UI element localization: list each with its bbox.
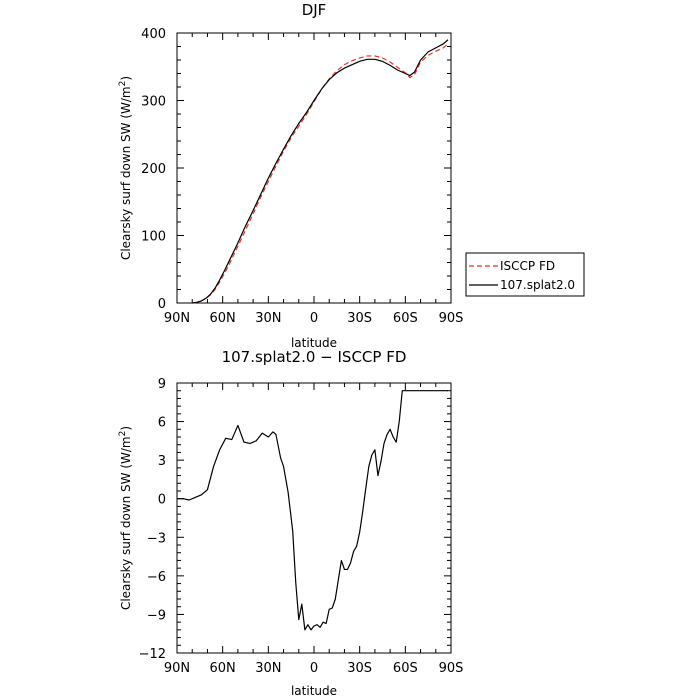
top-y-tick-label: 100 [141, 230, 166, 245]
bottom-x-tick-label: 90S [439, 661, 464, 676]
bottom-x-tick-label: 0 [310, 661, 318, 676]
bottom-y-tick-label: −9 [147, 608, 166, 623]
bottom-y-axis-label: Clearsky surf down SW (W/m2) [118, 426, 133, 610]
bottom-x-tick-label: 60N [210, 661, 236, 676]
top-y-tick-label: 200 [141, 162, 166, 177]
top-x-tick-label: 60N [210, 311, 236, 326]
top-x-axis-label: latitude [291, 336, 337, 350]
bottom-y-tick-label: 3 [158, 454, 166, 469]
top-series-line-2 [192, 39, 449, 304]
top-x-tick-label: 30S [347, 311, 372, 326]
legend-label-isccp: ISCCP FD [500, 259, 555, 273]
legend-box [465, 252, 585, 297]
bottom-x-tick-label: 90N [164, 661, 190, 676]
bottom-y-tick-label: −3 [147, 531, 166, 546]
top-y-axis-label-tail: ) [119, 76, 133, 81]
bottom-chart-title: 107.splat2.0 − ISCCP FD [222, 348, 407, 366]
bottom-x-tick-label: 30N [255, 661, 281, 676]
top-y-axis-label: Clearsky surf down SW (W/m2) [118, 76, 133, 260]
bottom-y-axis-label-tail: ) [119, 426, 133, 431]
top-x-tick-label: 60S [393, 311, 418, 326]
top-y-axis-label-sup: 2 [118, 81, 128, 87]
bottom-y-axis-label-sup: 2 [118, 431, 128, 437]
bottom-y-tick-label: −12 [139, 647, 166, 662]
bottom-plot-frame [176, 382, 452, 654]
top-y-tick-label: 400 [141, 27, 166, 42]
bottom-y-tick-label: 6 [158, 416, 166, 431]
top-x-tick-label: 90N [164, 311, 190, 326]
legend-label-model: 107.splat2.0 [500, 278, 575, 292]
top-chart-title: DJF [302, 1, 327, 19]
top-plot-frame [176, 32, 452, 304]
bottom-x-tick-label: 30S [347, 661, 372, 676]
top-y-axis-label-main: Clearsky surf down SW (W/m [119, 86, 133, 260]
top-y-tick-label: 0 [158, 297, 166, 312]
top-x-tick-label: 90S [439, 311, 464, 326]
bottom-x-axis-label: latitude [291, 684, 337, 698]
top-x-tick-label: 0 [310, 311, 318, 326]
bottom-plot: 90N 60N 30N 0 30S 60S 90S −12 −9 −6 −3 0 3 6 9 [139, 377, 464, 676]
top-plot: 90N 60N 30N 0 30S 60S 90S 0 100 200 300 400 [141, 27, 463, 326]
bottom-y-tick-label: 9 [158, 377, 166, 392]
top-y-tick-label: 300 [141, 95, 166, 110]
bottom-x-tick-label: 60S [393, 661, 418, 676]
bottom-y-axis-label-main: Clearsky surf down SW (W/m [119, 436, 133, 610]
top-series-line-1 [192, 43, 449, 304]
top-x-tick-label: 30N [255, 311, 281, 326]
bottom-y-tick-label: −6 [147, 570, 166, 585]
top-legend: ISCCP FD 107.splat2.0 [465, 252, 585, 297]
bottom-y-tick-label: 0 [158, 493, 166, 508]
bottom-series-line-1 [177, 390, 448, 631]
